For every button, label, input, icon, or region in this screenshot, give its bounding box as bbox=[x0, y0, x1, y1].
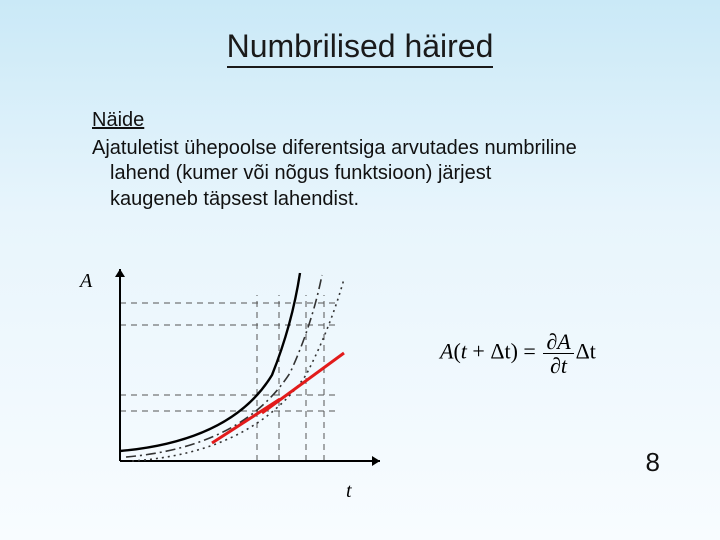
paragraph: Ajatuletist ühepoolse diferentsiga arvut… bbox=[92, 136, 632, 213]
formula-plus: + bbox=[467, 339, 490, 364]
y-axis-label: A bbox=[80, 270, 92, 293]
body-text: Näide Ajatuletist ühepoolse diferentsiga… bbox=[92, 108, 632, 212]
graph bbox=[92, 255, 392, 485]
formula-dt1: Δt bbox=[490, 339, 510, 364]
page-number: 8 bbox=[646, 447, 660, 478]
title-text: Numbrilised häired bbox=[227, 28, 494, 68]
formula-eq: = bbox=[518, 339, 541, 364]
formula-fraction: ∂A∂t bbox=[543, 330, 573, 377]
slide: Numbrilised häired Näide Ajatuletist ühe… bbox=[0, 0, 720, 540]
formula-close-paren: ) bbox=[511, 339, 518, 364]
formula-num: ∂A bbox=[543, 330, 573, 354]
formula-den: ∂t bbox=[543, 354, 573, 377]
paragraph-line-1: Ajatuletist ühepoolse diferentsiga arvut… bbox=[92, 137, 577, 159]
paragraph-line-2: lahend (kumer või nõgus funktsioon) järj… bbox=[92, 161, 632, 187]
paragraph-line-3: kaugeneb täpsest lahendist. bbox=[92, 187, 632, 213]
formula-A: A bbox=[440, 339, 453, 364]
formula-open-paren: ( bbox=[453, 339, 460, 364]
formula-dt2: Δt bbox=[576, 339, 596, 364]
slide-title: Numbrilised häired bbox=[0, 28, 720, 68]
example-subheading: Näide bbox=[92, 108, 632, 134]
formula: A(t + Δt) = ∂A∂tΔt bbox=[440, 330, 596, 377]
